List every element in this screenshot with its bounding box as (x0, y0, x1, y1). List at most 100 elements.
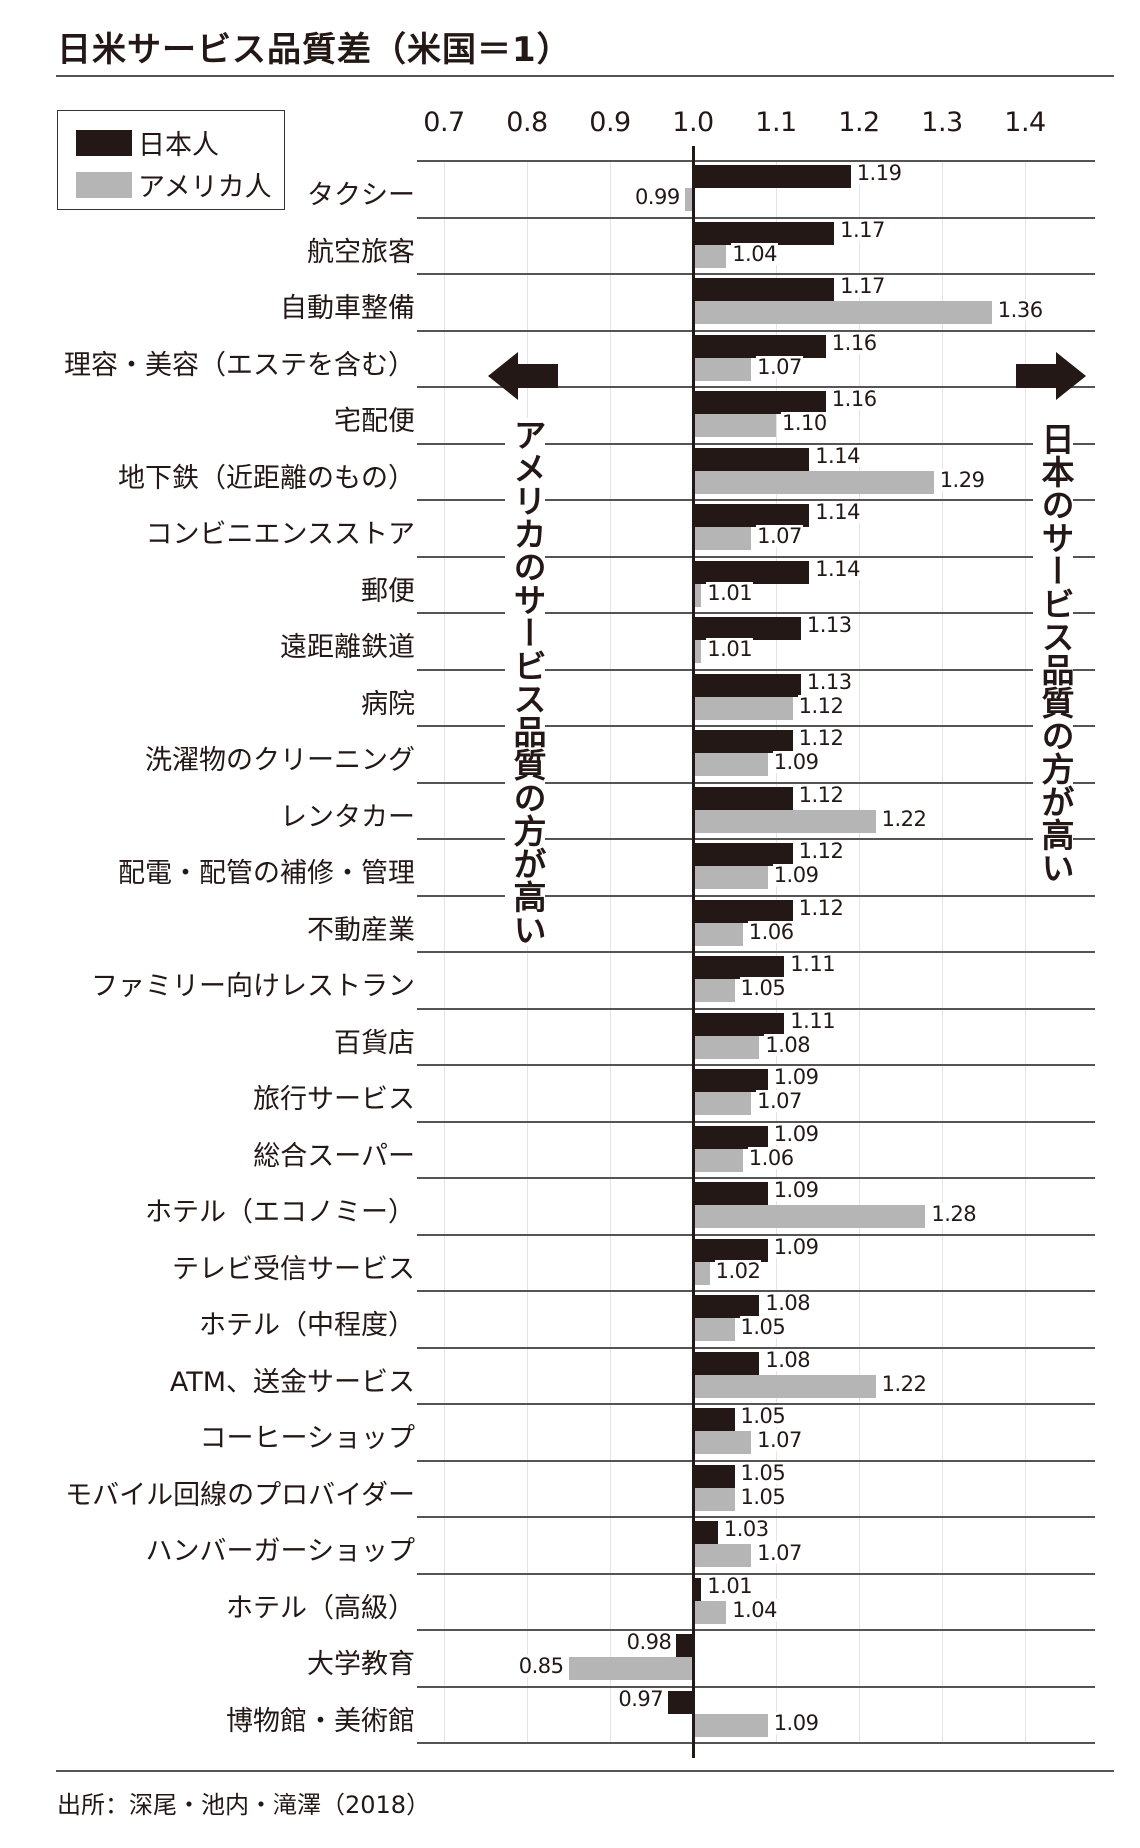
category-label: 洗濯物のクリーニング (145, 745, 415, 776)
bar-japanese (693, 504, 810, 527)
row-divider (417, 330, 1095, 332)
bar-japanese (693, 335, 826, 358)
bar-american (693, 810, 876, 833)
category-label: レンタカー (280, 802, 415, 833)
value-label-japanese: 1.09 (772, 1122, 820, 1146)
bar-american (693, 1036, 760, 1059)
bar-american (693, 1318, 735, 1341)
value-label-american: 1.02 (714, 1259, 762, 1283)
bar-american (693, 1149, 743, 1172)
category-label: モバイル回線のプロバイダー (65, 1480, 415, 1511)
value-label-japanese: 1.05 (739, 1404, 787, 1428)
footer-divider (56, 1770, 1114, 1772)
row-divider (417, 1742, 1095, 1744)
bar-japanese (693, 1239, 768, 1262)
category-label: ホテル（高級） (226, 1593, 415, 1624)
row-divider (417, 1234, 1095, 1236)
value-label-american: 1.08 (764, 1033, 812, 1057)
bar-japanese (693, 1408, 735, 1431)
value-label-japanese: 1.09 (772, 1235, 820, 1259)
category-label: コーヒーショップ (199, 1423, 415, 1454)
x-tick-label: 1.2 (838, 107, 880, 138)
value-label-american: 1.10 (781, 411, 828, 435)
bar-japanese (693, 561, 810, 584)
legend-item-american: アメリカ人 (76, 165, 272, 204)
row-divider (417, 1686, 1095, 1688)
x-tick-label: 0.7 (423, 107, 465, 138)
category-label: ハンバーガーショップ (145, 1536, 415, 1567)
value-label-american: 0.99 (633, 185, 681, 209)
bar-japanese (693, 617, 801, 640)
row-divider (417, 1008, 1095, 1010)
bar-japanese (693, 730, 793, 753)
value-label-japanese: 1.05 (739, 1461, 787, 1485)
value-label-japanese: 1.11 (789, 1009, 837, 1033)
row-divider (417, 443, 1095, 445)
legend-swatch-american (76, 171, 132, 198)
annotation-japan-higher: 日本のサービス品質の方が高い (1033, 422, 1075, 884)
category-label: タクシー (307, 180, 415, 211)
value-label-japanese: 1.12 (797, 783, 845, 807)
bar-american (693, 1544, 752, 1567)
value-label-japanese: 1.03 (722, 1517, 770, 1541)
row-divider (417, 725, 1095, 727)
bar-american (693, 640, 702, 663)
value-label-american: 1.36 (996, 298, 1044, 322)
bar-japanese (693, 1352, 760, 1375)
row-divider (417, 1177, 1095, 1179)
bar-japanese (693, 1578, 702, 1601)
bar-american (693, 1205, 926, 1228)
category-label: コンビニエンスストア (145, 519, 415, 550)
value-label-japanese: 1.17 (839, 218, 886, 242)
value-label-american: 1.06 (747, 920, 795, 944)
category-label: 病院 (361, 689, 415, 720)
row-divider (417, 1460, 1095, 1462)
value-label-japanese: 1.11 (789, 952, 837, 976)
bar-japanese (693, 1182, 768, 1205)
bar-american (693, 1375, 876, 1398)
category-label: 配電・配管の補修・管理 (118, 858, 415, 889)
category-label: ファミリー向けレストラン (91, 971, 415, 1002)
baseline-axis (692, 146, 695, 1758)
legend-label-american: アメリカ人 (138, 172, 272, 203)
bar-american (693, 866, 768, 889)
bar-japanese (668, 1691, 693, 1714)
value-label-american: 1.04 (731, 1598, 778, 1622)
category-label: 不動産業 (307, 915, 415, 946)
category-label: 大学教育 (307, 1649, 415, 1680)
value-label-japanese: 1.14 (814, 557, 861, 581)
value-label-japanese: 1.16 (830, 331, 878, 355)
x-tick-label: 0.9 (589, 107, 631, 138)
row-divider (417, 273, 1095, 275)
bar-american (693, 358, 752, 381)
category-label: 総合スーパー (253, 1141, 415, 1172)
row-divider (417, 1516, 1095, 1518)
value-label-japanese: 1.14 (814, 500, 861, 524)
chart-title: 日米サービス品質差（米国＝1） (57, 30, 572, 70)
value-label-japanese: 1.19 (855, 161, 903, 185)
bar-japanese (676, 1634, 693, 1657)
bar-american (693, 414, 776, 437)
row-divider (417, 612, 1095, 614)
row-divider (417, 499, 1095, 501)
row-divider (417, 1403, 1095, 1405)
bar-american (693, 923, 743, 946)
bar-japanese (693, 1069, 768, 1092)
legend-label-japanese: 日本人 (138, 130, 219, 161)
value-label-american: 1.07 (756, 355, 803, 379)
value-label-american: 1.07 (756, 1541, 803, 1565)
value-label-japanese: 1.14 (814, 444, 861, 468)
row-divider (417, 669, 1095, 671)
value-label-american: 1.07 (756, 524, 803, 548)
value-label-japanese: 1.01 (706, 1574, 754, 1598)
row-divider (417, 838, 1095, 840)
bar-japanese (693, 222, 835, 245)
x-tick-label: 1.1 (755, 107, 797, 138)
value-label-japanese: 1.13 (805, 670, 853, 694)
value-label-japanese: 1.12 (797, 896, 845, 920)
value-label-american: 1.01 (706, 581, 754, 605)
value-label-american: 0.85 (517, 1654, 565, 1678)
value-label-japanese: 1.13 (805, 613, 853, 637)
value-label-american: 1.09 (772, 1711, 820, 1735)
value-label-japanese: 1.09 (772, 1065, 820, 1089)
